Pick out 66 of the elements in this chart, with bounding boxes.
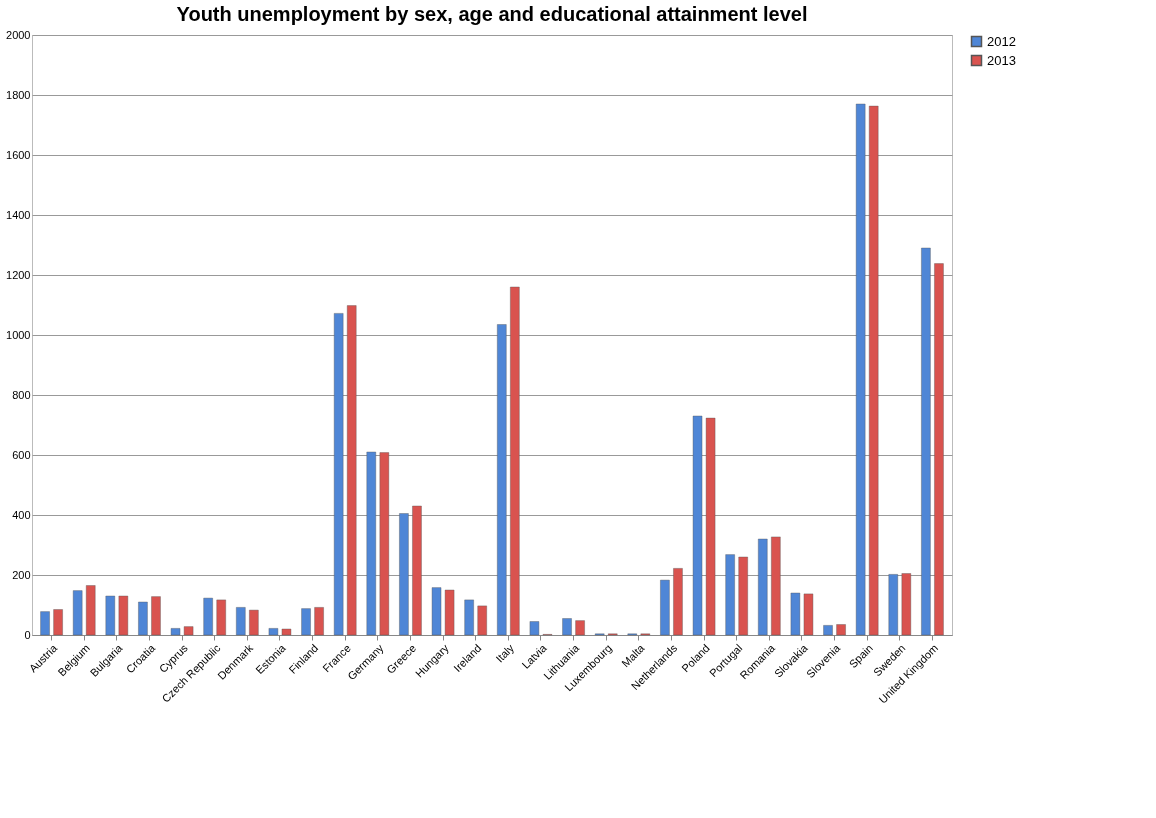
bar <box>823 625 833 636</box>
y-tick-label: 600 <box>12 448 31 461</box>
bar <box>151 596 161 636</box>
bar <box>170 628 181 636</box>
bar <box>333 313 344 636</box>
bar <box>216 599 226 636</box>
bar <box>53 609 63 636</box>
bar <box>72 590 83 636</box>
x-tick-label: Italy <box>493 641 517 665</box>
bar <box>771 536 781 636</box>
bar <box>725 554 735 636</box>
bar <box>268 628 279 636</box>
bar <box>888 574 898 636</box>
y-tick-label: 400 <box>12 508 31 521</box>
bar <box>249 609 259 636</box>
bar <box>510 286 520 636</box>
bar <box>692 415 703 636</box>
y-tick-label: 800 <box>12 388 31 401</box>
chart-title: Youth unemployment by sex, age and educational attainment level <box>176 3 808 25</box>
bar <box>562 618 572 636</box>
bar <box>921 247 931 636</box>
bar <box>40 611 50 636</box>
bar <box>183 626 194 636</box>
bar <box>301 608 311 636</box>
bar <box>497 324 507 636</box>
bar <box>203 597 213 636</box>
bar <box>673 568 683 636</box>
y-tick-label: 1200 <box>6 268 31 281</box>
bar <box>934 263 944 636</box>
bar <box>836 624 846 636</box>
bar <box>705 417 716 636</box>
legend-label: 2012 <box>987 33 1016 49</box>
bar <box>464 599 474 636</box>
y-tick-label: 1000 <box>6 328 31 341</box>
bar <box>118 595 129 636</box>
bar <box>281 628 292 636</box>
bar <box>105 595 115 636</box>
bar <box>431 587 442 636</box>
bar <box>758 538 768 636</box>
bar <box>379 452 390 636</box>
y-tick-label: 1600 <box>6 148 31 161</box>
y-tick-label: 1400 <box>6 208 31 221</box>
y-tick-label: 1800 <box>6 88 31 101</box>
bar <box>366 451 376 636</box>
bar <box>399 513 409 636</box>
bar <box>660 579 670 636</box>
bar <box>314 607 324 636</box>
bar <box>444 589 455 636</box>
bar <box>236 607 246 636</box>
bar <box>138 601 148 636</box>
y-tick-label: 0 <box>24 628 31 641</box>
bar <box>477 605 487 636</box>
bar <box>855 103 866 636</box>
bar <box>869 105 879 636</box>
legend-label: 2013 <box>987 52 1016 68</box>
y-tick-label: 2000 <box>6 28 31 41</box>
bar <box>901 573 912 636</box>
bar <box>412 505 422 636</box>
y-tick-label: 200 <box>12 568 31 581</box>
bar <box>738 556 748 636</box>
bar <box>803 593 814 636</box>
bar <box>790 592 801 636</box>
bar <box>86 585 96 636</box>
bar <box>529 621 540 636</box>
bar <box>575 620 585 636</box>
bar <box>347 305 357 636</box>
